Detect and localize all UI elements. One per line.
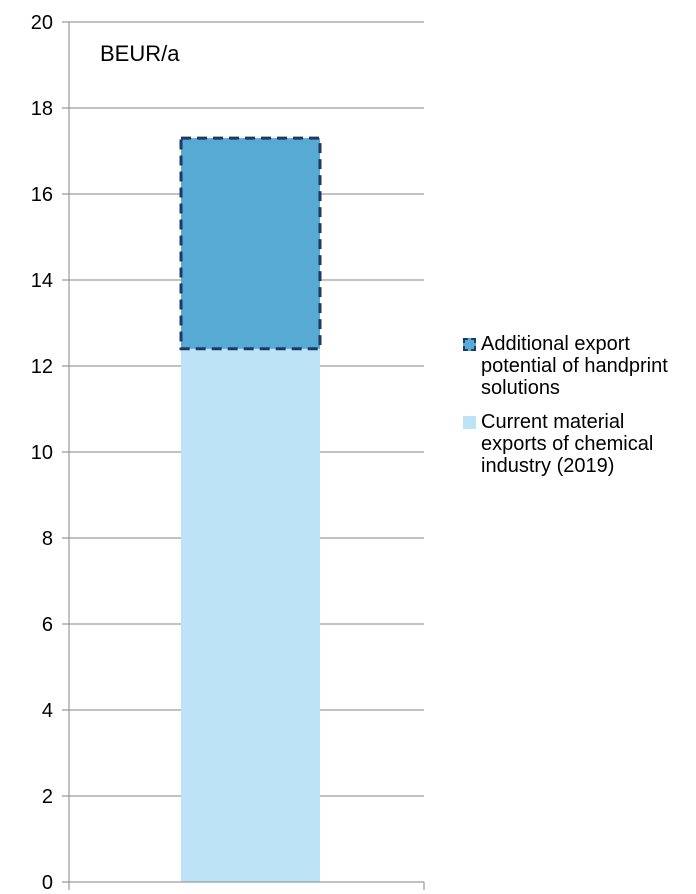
unit-label: BEUR/a: [100, 41, 180, 66]
y-tick-label-10: 10: [31, 442, 53, 464]
y-tick-label-2: 2: [42, 786, 53, 808]
legend-item-additional: Additional export potential of handprint…: [463, 333, 695, 399]
y-tick-label-0: 0: [42, 872, 53, 894]
y-tick-label-12: 12: [31, 356, 53, 378]
bar-additional-potential: [179, 136, 322, 351]
y-tick-label-18: 18: [31, 98, 53, 120]
bars: [179, 136, 322, 882]
y-tick-label-4: 4: [42, 700, 53, 722]
legend-label-additional: Additional export potential of handprint…: [481, 333, 668, 399]
axes: [62, 21, 425, 890]
legend-swatch-additional: [463, 338, 476, 351]
legend-item-current: Current material exports of chemical ind…: [463, 411, 695, 477]
y-tick-label-6: 6: [42, 614, 53, 636]
y-tick-label-20: 20: [31, 12, 53, 34]
y-tick-label-8: 8: [42, 528, 53, 550]
y-tick-label-16: 16: [31, 184, 53, 206]
bar-current-exports: [181, 348, 320, 882]
y-tick-label-14: 14: [31, 270, 53, 292]
legend-swatch-current: [463, 416, 476, 429]
legend: Additional export potential of handprint…: [463, 333, 695, 489]
y-tick-labels: 0 2 4 6 8 10 12 14 16 18 20: [31, 12, 53, 894]
legend-label-current: Current material exports of chemical ind…: [481, 411, 654, 477]
